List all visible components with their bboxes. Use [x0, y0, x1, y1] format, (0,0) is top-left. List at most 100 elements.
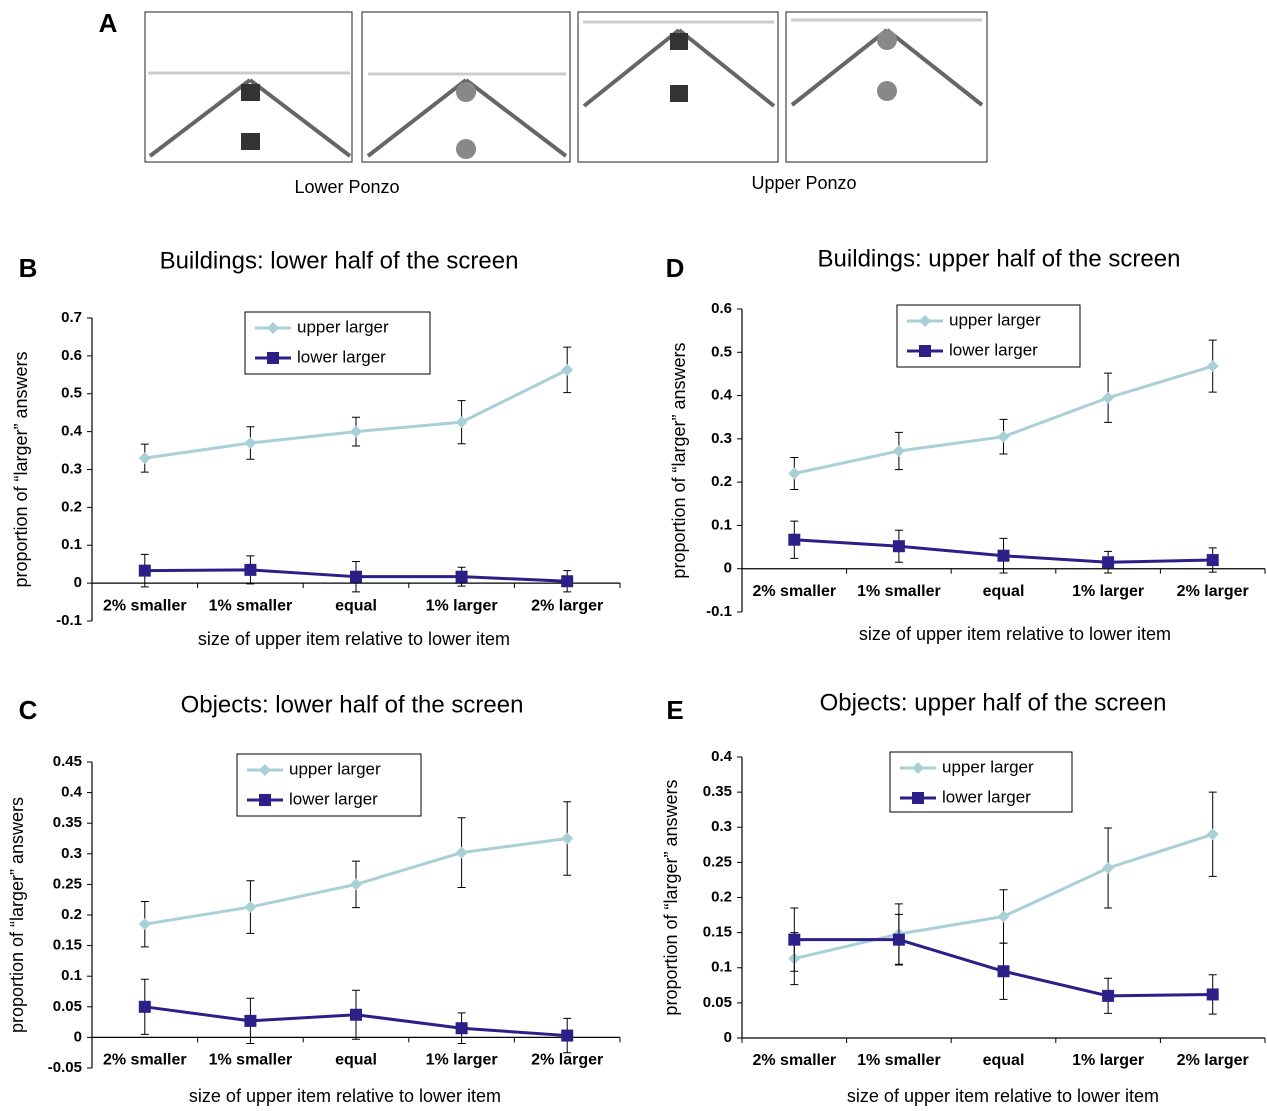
panel-a: A: [99, 8, 988, 197]
chart-title: Buildings: lower half of the screen: [160, 247, 519, 274]
y-tick-label: 0.05: [53, 998, 82, 1015]
marker: [997, 549, 1010, 562]
y-tick-label: 0.35: [53, 814, 82, 831]
y-axis-title: proportion of “larger” answers: [661, 779, 681, 1015]
chart: C Objects: lower half of the screen size o…: [7, 691, 621, 1106]
x-tick-label: 1% smaller: [857, 583, 941, 600]
chart: D Buildings: upper half of the screen size…: [666, 245, 1266, 644]
chart: B Buildings: lower half of the screen size…: [11, 247, 621, 649]
x-tick-label: equal: [335, 597, 377, 614]
y-tick-label: 0.4: [61, 423, 83, 440]
y-tick-label: 0.1: [61, 536, 82, 553]
marker: [1206, 360, 1219, 373]
marker: [138, 452, 151, 465]
marker: [350, 1008, 362, 1021]
legend-marker: [267, 352, 279, 364]
y-tick-label: 0.3: [711, 430, 732, 447]
marker: [892, 933, 905, 946]
panel-label: A: [99, 8, 118, 38]
legend: upper larger lower larger: [244, 311, 431, 375]
y-tick-label: 0.1: [711, 516, 732, 533]
marker: [455, 1022, 468, 1035]
chart: E Objects: upper half of the screen size o…: [661, 689, 1266, 1106]
legend: upper larger lower larger: [889, 751, 1073, 813]
y-tick-label: 0.35: [703, 783, 732, 800]
y-tick-label: 0.6: [711, 300, 732, 317]
marker: [1102, 391, 1115, 404]
y-tick-label: 0.1: [61, 967, 82, 984]
y-tick-label: 0: [724, 1029, 732, 1046]
legend-marker: [912, 792, 924, 804]
legend-label: upper larger: [289, 759, 381, 778]
y-tick-label: 0.2: [711, 888, 732, 905]
y-tick-label: 0.5: [711, 343, 732, 360]
x-tick-label: 2% larger: [1177, 583, 1249, 600]
y-tick-label: 0.2: [711, 473, 732, 490]
marker: [455, 416, 468, 429]
legend-marker: [919, 315, 931, 327]
legend: upper larger lower larger: [236, 753, 422, 817]
marker: [788, 467, 801, 480]
marker: [244, 901, 257, 914]
marker: [138, 564, 151, 577]
marker: [350, 570, 362, 583]
legend-label: lower larger: [942, 787, 1031, 806]
marker: [997, 965, 1010, 978]
legend: upper larger lower larger: [896, 304, 1081, 368]
marker: [244, 563, 257, 576]
marker: [350, 425, 362, 438]
x-axis-title: size of upper item relative to lower ite…: [189, 1086, 501, 1106]
marker: [788, 533, 801, 546]
legend-label: upper larger: [297, 317, 389, 336]
y-axis-title: proportion of “larger” answers: [11, 351, 31, 587]
marker: [455, 846, 468, 859]
marker: [350, 878, 362, 891]
marker: [561, 363, 574, 376]
legend-label: lower larger: [289, 789, 378, 808]
condition-label: Lower Ponzo: [294, 177, 399, 197]
stimulus-image: [361, 11, 571, 163]
x-tick-label: 1% larger: [1072, 583, 1144, 600]
marker: [1206, 554, 1219, 567]
legend-marker: [267, 322, 279, 334]
y-tick-label: 0.2: [61, 906, 82, 923]
condition-label: Upper Ponzo: [751, 173, 856, 193]
legend-label: lower larger: [297, 347, 386, 366]
legend-box: [896, 304, 1081, 368]
x-axis-title: size of upper item relative to lower ite…: [859, 624, 1171, 644]
y-tick-label: -0.1: [706, 603, 732, 620]
marker: [997, 430, 1010, 443]
marker: [244, 1014, 257, 1027]
marker: [561, 1029, 574, 1042]
marker: [138, 1000, 151, 1013]
y-tick-label: 0.4: [61, 784, 83, 801]
x-tick-label: 1% larger: [1072, 1052, 1144, 1069]
legend-label: upper larger: [949, 310, 1041, 329]
panel-label: D: [666, 253, 685, 283]
stimulus-image: [785, 11, 988, 163]
x-tick-label: 2% smaller: [752, 583, 836, 600]
x-tick-label: equal: [983, 583, 1025, 600]
x-tick-label: 2% smaller: [103, 597, 187, 614]
marker: [138, 918, 151, 931]
y-tick-label: 0.15: [53, 937, 82, 954]
y-axis-title: proportion of “larger” answers: [7, 797, 27, 1033]
stimulus-image: [144, 11, 353, 163]
y-axis-title: proportion of “larger” answers: [669, 342, 689, 578]
y-tick-label: 0.25: [53, 875, 82, 892]
x-tick-label: equal: [335, 1052, 377, 1069]
chart-title: Objects: upper half of the screen: [820, 689, 1167, 716]
x-tick-label: 2% larger: [1177, 1052, 1249, 1069]
marker: [455, 570, 468, 583]
y-tick-label: 0.3: [711, 818, 732, 835]
legend-marker: [259, 764, 271, 776]
x-tick-label: 1% smaller: [209, 597, 293, 614]
legend-marker: [919, 345, 931, 357]
y-tick-label: 0.15: [703, 924, 732, 941]
marker: [892, 540, 905, 553]
legend-label: upper larger: [942, 757, 1034, 776]
marker: [561, 575, 574, 588]
x-tick-label: 1% larger: [426, 597, 498, 614]
x-tick-label: equal: [983, 1052, 1025, 1069]
